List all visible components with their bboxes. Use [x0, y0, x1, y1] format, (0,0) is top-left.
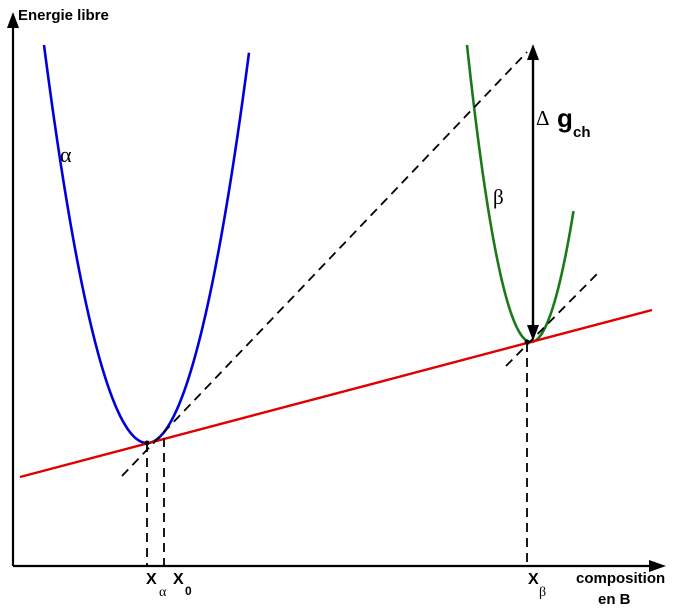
delta-g-subscript: ch [573, 124, 591, 141]
y-axis-label: Energie libre [18, 7, 109, 24]
beta-free-energy-curve [465, 44, 575, 344]
delta-gch-arrow-bottom-icon [527, 325, 539, 341]
y-axis-arrow-icon [7, 12, 19, 28]
beta-tangency-point [524, 339, 530, 345]
x-axis-label-line1: composition [576, 570, 665, 587]
beta-tangent-dashed [505, 272, 599, 367]
x-axis-arrow-icon [649, 560, 666, 572]
alpha-phase-label: α [60, 142, 72, 167]
beta-phase-label: β [493, 185, 504, 209]
common-tangent-line [19, 308, 653, 479]
x-alpha-label: X [146, 571, 157, 588]
x-axis-label-line2: en B [598, 591, 631, 608]
alpha-tangency-point [144, 440, 150, 446]
delta-gch-arrow-top-icon [527, 44, 539, 60]
alpha-free-energy-curve [42, 44, 251, 445]
x0-subscript: 0 [185, 584, 192, 598]
x-beta-subscript: β [539, 585, 546, 600]
x-alpha-subscript: α [159, 585, 167, 600]
x0-label: X [173, 571, 184, 588]
alpha-tangent-at-x0-dashed [121, 51, 528, 477]
delta-g-label: g [557, 103, 573, 133]
x-beta-label: X [528, 571, 539, 588]
delta-symbol: Δ [536, 106, 550, 130]
